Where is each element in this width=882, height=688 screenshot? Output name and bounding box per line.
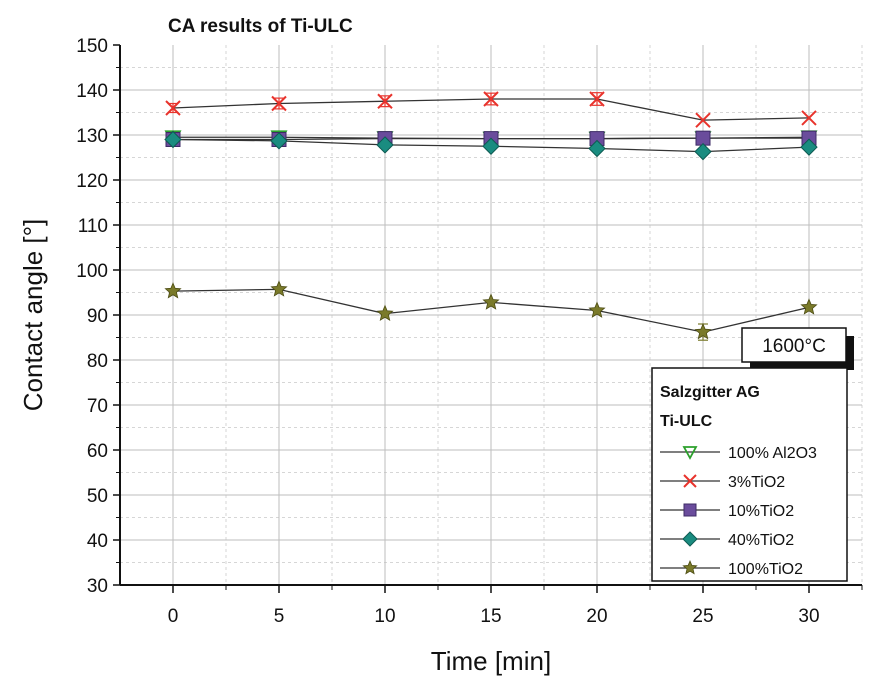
data-point-3-tio2	[377, 93, 393, 109]
legend-header-1: Salzgitter AG	[660, 384, 760, 401]
data-point-100-tio2	[694, 323, 712, 340]
x-tick-label: 5	[274, 606, 285, 627]
legend-label: 40%TiO2	[728, 532, 794, 549]
legend-marker-100-al2o3	[682, 446, 698, 460]
markers-100-tio2	[164, 280, 818, 340]
legend-label: 100% Al2O3	[728, 445, 817, 462]
x-tick-label: 0	[168, 606, 179, 627]
data-point-100-tio2	[482, 293, 500, 310]
y-tick-label: 90	[87, 306, 108, 327]
axes: 30 40 50 60 70 80 90 100 110 120 130 140 150 0 5 10 15 20…	[76, 36, 863, 627]
legend-item-40-tio2: 40%TiO2	[660, 531, 794, 549]
chart-title: CA results of Ti-ULC	[168, 16, 353, 37]
markers	[164, 91, 818, 340]
legend-marker-40-tio2	[682, 531, 698, 547]
data-point-3-tio2	[483, 91, 499, 107]
data-point-3-tio2	[695, 112, 711, 128]
legend-items: 100% Al2O3 3%TiO2 10%TiO2 40%TiO2 100%TiO2	[660, 445, 817, 578]
data-point-3-tio2	[589, 91, 605, 107]
data-point-100-tio2	[588, 301, 606, 318]
legend-item-3-tio2: 3%TiO2	[660, 474, 785, 491]
y-tick-label: 40	[87, 531, 108, 552]
legend-header-2: Ti-ULC	[660, 413, 713, 430]
y-axis-label: Contact angle [°]	[18, 219, 48, 412]
y-tick-label: 130	[76, 126, 108, 147]
legend-marker-10-tio2	[683, 503, 697, 517]
data-point-40-tio2	[694, 142, 712, 161]
x-tick-label: 15	[480, 606, 501, 627]
legend-label: 3%TiO2	[728, 474, 785, 491]
x-tick-label: 10	[374, 606, 395, 627]
data-point-40-tio2	[800, 138, 818, 156]
data-point-40-tio2	[588, 139, 606, 158]
y-tick-label: 100	[76, 261, 108, 282]
legend-marker-100-tio2	[682, 559, 698, 575]
y-tick-label: 110	[78, 216, 108, 237]
annotation-box	[741, 327, 847, 363]
x-tick-label: 25	[692, 606, 713, 627]
data-point-40-tio2	[164, 130, 182, 149]
legend-marker-3-tio2	[683, 474, 697, 488]
y-tick-label: 30	[87, 576, 108, 597]
data-point-100-tio2	[800, 298, 818, 315]
markers-3-tio2	[165, 91, 817, 128]
temperature-annotation: 1600°C	[741, 327, 854, 370]
legend-label: 100%TiO2	[728, 561, 803, 578]
markers-40-tio2	[164, 130, 818, 161]
x-tick-label: 30	[798, 606, 819, 627]
y-tick-label: 120	[76, 171, 108, 192]
y-tick-label: 140	[76, 81, 108, 102]
data-point-100-tio2	[376, 304, 394, 321]
y-tick-label: 150	[76, 36, 108, 57]
x-axis-label: Time [min]	[431, 646, 551, 676]
data-point-3-tio2	[165, 100, 181, 116]
data-point-3-tio2	[801, 110, 817, 126]
y-tick-label: 60	[87, 441, 108, 462]
legend-item-100-al2o3: 100% Al2O3	[660, 445, 817, 462]
legend-label: 10%TiO2	[728, 503, 794, 520]
legend-item-100-tio2: 100%TiO2	[660, 559, 803, 578]
data-point-40-tio2	[270, 132, 288, 150]
data-point-100-tio2	[270, 280, 288, 297]
data-point-40-tio2	[482, 137, 500, 155]
data-point-40-tio2	[376, 136, 394, 154]
legend: Salzgitter AG Ti-ULC 100% Al2O3 3%TiO2 10%…	[651, 367, 848, 582]
y-tick-label: 70	[87, 396, 108, 417]
data-point-100-tio2	[164, 282, 182, 299]
data-point-3-tio2	[271, 95, 287, 112]
annotation-text: 1600°C	[762, 336, 826, 357]
y-tick-label: 80	[87, 351, 108, 372]
legend-item-10-tio2: 10%TiO2	[660, 503, 794, 520]
x-tick-label: 20	[586, 606, 607, 627]
y-tick-label: 50	[87, 486, 108, 507]
